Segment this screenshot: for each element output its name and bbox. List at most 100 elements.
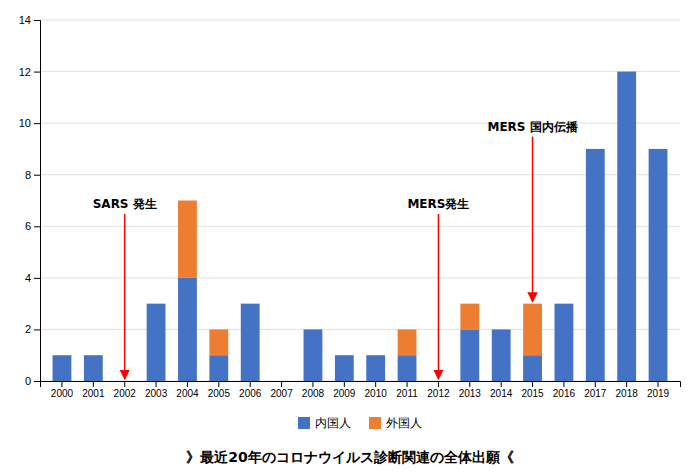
x-tick: 2018 <box>616 381 639 399</box>
x-tick-mark <box>532 381 533 387</box>
bar <box>492 329 511 381</box>
y-tick-label: 0 <box>25 375 31 387</box>
x-tick-label: 2009 <box>333 388 356 399</box>
x-tick: 2015 <box>521 381 544 399</box>
x-tick-label: 2016 <box>553 388 576 399</box>
x-tick: 2012 <box>427 381 450 399</box>
y-tick: 14 <box>19 14 40 26</box>
x-tick-mark <box>407 381 408 387</box>
bar <box>429 381 448 382</box>
bar <box>460 304 479 330</box>
x-tick: 2002 <box>114 381 137 399</box>
y-tick: 8 <box>25 169 40 181</box>
bar <box>429 381 448 382</box>
x-tick-label: 2001 <box>82 388 105 399</box>
x-tick-label: 2000 <box>51 388 74 399</box>
bar <box>398 355 417 381</box>
x-tick-label: 2011 <box>396 388 418 399</box>
y-tick: 10 <box>19 117 40 129</box>
x-tick-label: 2017 <box>584 388 607 399</box>
x-tick: 2011 <box>396 381 418 399</box>
legend: 内国人 外国人 <box>298 416 422 430</box>
bar <box>649 148 668 149</box>
x-tick: 2017 <box>584 381 607 399</box>
y-tick-label: 12 <box>19 66 31 78</box>
bar <box>178 278 197 381</box>
y-tick-mark <box>34 226 40 227</box>
bar <box>460 329 479 381</box>
bar <box>617 71 636 72</box>
bar <box>178 201 197 278</box>
annotation-arrow <box>532 137 534 302</box>
x-tick-mark <box>218 381 219 387</box>
y-tick: 2 <box>25 323 40 335</box>
y-tick-mark <box>34 175 40 176</box>
x-tick: 2014 <box>490 381 513 399</box>
y-tick-mark <box>34 20 40 21</box>
x-tick: 2003 <box>145 381 168 399</box>
x-tick-label: 2019 <box>647 388 670 399</box>
x-tick-label: 2002 <box>114 388 137 399</box>
bar <box>272 381 291 382</box>
bar <box>147 304 166 381</box>
grid <box>40 20 680 381</box>
bar <box>366 355 385 381</box>
x-tick: 2010 <box>365 381 388 399</box>
grid-line <box>40 174 680 175</box>
x-tick-mark <box>156 381 157 387</box>
x-axis: 2000200120022003200420052006200720082009… <box>41 381 681 399</box>
x-tick-label: 2004 <box>176 388 199 399</box>
y-tick-mark <box>34 278 40 279</box>
x-tick-label: 2013 <box>459 388 482 399</box>
bars <box>53 72 668 381</box>
y-tick-label: 4 <box>25 272 31 284</box>
x-tick: 2008 <box>302 381 325 399</box>
bar <box>335 355 354 381</box>
bar <box>555 303 574 304</box>
legend-swatch <box>298 417 310 429</box>
x-tick-label: 2008 <box>302 388 325 399</box>
bar <box>523 304 542 356</box>
y-tick-mark <box>34 329 40 330</box>
x-tick-label: 2012 <box>427 388 450 399</box>
chart: 0 2 4 6 8 10 12 14 2000 2001 2002 2003 2004 2005 2006 2… <box>0 0 700 476</box>
bar <box>84 355 103 356</box>
x-tick-mark <box>61 381 62 387</box>
x-tick-mark <box>187 381 188 387</box>
y-tick-label: 8 <box>25 169 31 181</box>
legend-item: 内国人 <box>298 416 351 430</box>
bar <box>555 304 574 381</box>
legend-label: 内国人 <box>315 416 351 430</box>
x-tick: 2005 <box>208 381 231 399</box>
x-tick-mark <box>375 381 376 387</box>
bar <box>115 381 134 382</box>
bar <box>272 381 291 382</box>
y-tick-label: 6 <box>25 220 31 232</box>
y-tick: 6 <box>25 220 40 232</box>
bar <box>398 329 417 355</box>
x-tick-mark <box>658 381 659 387</box>
x-tick: 2006 <box>239 381 262 399</box>
y-axis-line <box>34 21 41 382</box>
grid-line <box>40 20 680 21</box>
x-tick-label: 2014 <box>490 388 513 399</box>
legend-label: 外国人 <box>386 416 422 430</box>
grid-line <box>40 329 680 330</box>
bar <box>84 355 103 381</box>
x-tick: 2016 <box>553 381 576 399</box>
bar <box>586 148 605 149</box>
legend-swatch <box>369 417 381 429</box>
x-tick-mark <box>250 381 251 387</box>
annotation-arrow <box>124 214 126 379</box>
annotation: MERS発生 <box>407 197 469 211</box>
x-tick-mark <box>93 381 94 387</box>
x-tick-label: 2005 <box>208 388 231 399</box>
bar <box>617 72 636 381</box>
x-tick-mark <box>563 381 564 387</box>
y-tick-mark <box>34 72 40 73</box>
annotations: SARS 発生MERS発生MERS 国内伝播 <box>93 120 579 379</box>
bar <box>523 355 542 381</box>
x-tick: 2013 <box>459 381 482 399</box>
y-tick-mark <box>34 123 40 124</box>
series <box>53 72 668 381</box>
